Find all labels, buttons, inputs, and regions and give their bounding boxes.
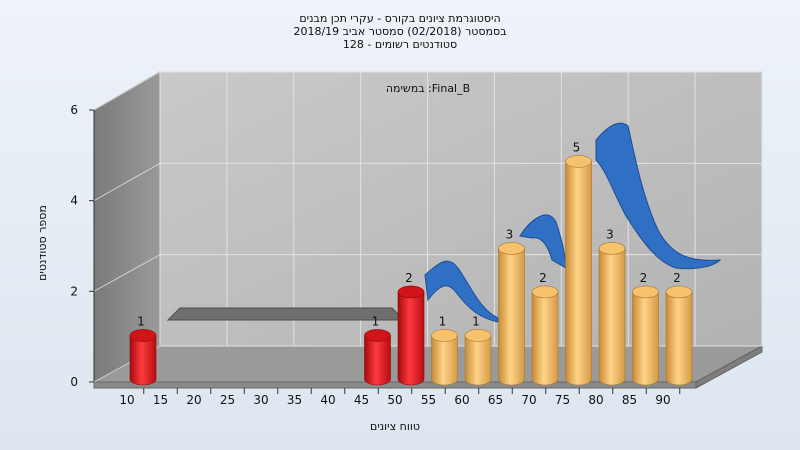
x-tick-label: 70 (521, 393, 536, 407)
x-tick-label: 10 (119, 393, 134, 407)
bar-body (364, 335, 391, 386)
bar-body (498, 248, 525, 386)
bar-body (397, 291, 425, 386)
x-tick-label: 90 (655, 393, 670, 407)
chart-annotation: במשימה :Final_B (386, 82, 470, 95)
x-tick-label: 65 (488, 393, 503, 407)
bar-value-label: 2 (405, 271, 413, 285)
gray-series-ribbon (166, 307, 401, 321)
bar-value-label: 1 (137, 314, 145, 328)
chart-title-line-2: בסמסטר (02/2018) סמסטר אביב 2018/19 (293, 25, 507, 38)
bar-45-50 (364, 329, 391, 386)
grid-line-left-wall (93, 254, 161, 292)
bar-top (397, 285, 425, 299)
bar-90-95 (665, 285, 693, 386)
bar-55-60 (431, 329, 458, 386)
bar-value-label: 1 (439, 314, 447, 328)
bar-value-label: 3 (506, 227, 514, 241)
bar-top (431, 329, 458, 342)
chart-title-line-3: סטודנטים רשומים - 128 (342, 38, 458, 51)
x-tick-label: 55 (421, 393, 436, 407)
chart-bars (129, 155, 693, 386)
x-tick-label: 20 (186, 393, 201, 407)
bar-body (598, 248, 626, 386)
bar-top (129, 329, 157, 342)
y-tick-label: 4 (70, 194, 78, 208)
bar-value-label: 1 (472, 314, 480, 328)
bar-75-80 (565, 155, 592, 386)
x-tick-label: 25 (220, 393, 235, 407)
x-tick-label: 60 (454, 393, 469, 407)
blue-series-ribbon (424, 122, 722, 323)
x-tick-label: 85 (622, 393, 637, 407)
bar-60-65 (464, 329, 492, 386)
bar-top (364, 329, 391, 342)
y-tick-label: 6 (70, 103, 78, 117)
bar-top (498, 242, 525, 255)
x-axis-label: טווח ציונים (370, 420, 420, 433)
grid-line-left-wall (93, 71, 161, 111)
chart-floor-right-side (695, 345, 763, 389)
bar-body (565, 161, 592, 386)
bar-50-55 (397, 285, 425, 386)
bar-top (665, 285, 693, 299)
bar-85-90 (632, 285, 659, 386)
x-tick-label: 80 (588, 393, 603, 407)
bar-body (632, 291, 659, 386)
bar-body (129, 335, 157, 386)
chart-bar-labels: 1 1 2 1 1 3 2 5 3 2 2 (137, 140, 681, 328)
bar-top (632, 285, 659, 299)
bar-body (431, 335, 458, 386)
y-axis-label: מספר סטודנטים (36, 205, 49, 281)
bar-65-70 (498, 242, 525, 386)
bar-value-label: 2 (673, 271, 681, 285)
bar-top (531, 285, 559, 299)
chart-floor (93, 345, 763, 383)
bar-value-label: 2 (640, 271, 648, 285)
x-tick-label: 50 (387, 393, 402, 407)
bar-80-85 (598, 242, 626, 386)
bar-value-label: 1 (372, 314, 380, 328)
chart-y-ticks: 0 2 4 6 (70, 103, 95, 389)
bar-body (665, 291, 693, 386)
x-tick-label: 40 (320, 393, 335, 407)
bar-value-label: 5 (573, 140, 581, 154)
y-tick-label: 2 (70, 284, 78, 298)
x-tick-label: 30 (253, 393, 268, 407)
grid-line-left-wall (93, 162, 161, 202)
bar-10-15 (129, 329, 157, 386)
x-tick-label: 35 (287, 393, 302, 407)
bar-value-label: 3 (606, 227, 614, 241)
y-tick-label: 0 (70, 375, 78, 389)
chart-x-ticks: 10 15 20 25 30 35 40 45 50 55 60 65 70 75 80 85 90 (119, 388, 681, 407)
bar-value-label: 2 (539, 271, 547, 285)
chart-title-line-1: היסטוגרמת ציונים בקורס - עקרי תכן מבנים (299, 12, 501, 25)
x-tick-label: 45 (354, 393, 369, 407)
bar-top (598, 242, 626, 255)
bar-body (531, 291, 559, 386)
bar-top (565, 155, 592, 168)
x-tick-label: 15 (153, 393, 168, 407)
x-tick-label: 75 (555, 393, 570, 407)
bar-body (464, 335, 492, 386)
bar-top (464, 329, 492, 342)
bar-70-75 (531, 285, 559, 386)
